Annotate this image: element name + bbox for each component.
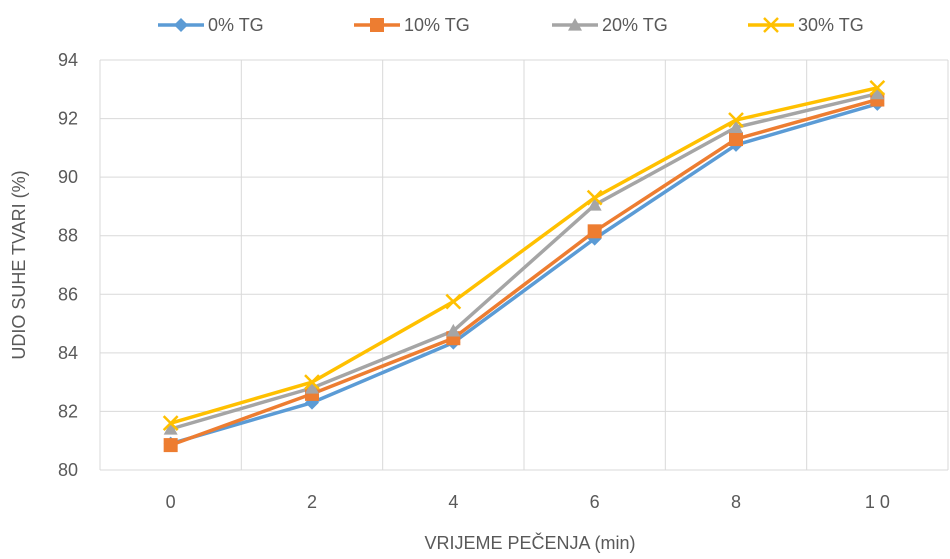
y-tick-label: 92: [58, 109, 78, 129]
data-point: [728, 112, 744, 128]
series-line-2: [170, 91, 878, 431]
x-tick-label: 4: [448, 492, 458, 512]
legend: 0% TG 10% TG 20% TG 30% TG: [158, 15, 864, 35]
x-axis-ticks: 0 2 4 6 8 1 0: [166, 492, 890, 512]
data-point: [446, 323, 461, 337]
legend-label: 20% TG: [602, 15, 668, 35]
data-point: [163, 438, 178, 453]
y-tick-label: 86: [58, 284, 78, 304]
x-tick-label: 0: [166, 492, 176, 512]
data-point: [304, 374, 320, 391]
series-lines: [170, 86, 878, 447]
series-markers: [162, 79, 886, 453]
legend-label: 10% TG: [404, 15, 470, 35]
data-point: [305, 381, 319, 394]
y-tick-label: 88: [58, 226, 78, 246]
legend-item: 20% TG: [552, 15, 668, 35]
data-point: [870, 86, 885, 100]
y-tick-label: 84: [58, 343, 78, 363]
legend-label: 30% TG: [798, 15, 864, 35]
series-line-3: [170, 86, 878, 425]
legend-item: 0% TG: [158, 15, 264, 35]
legend-marker: [568, 18, 582, 31]
legend-marker: [763, 17, 779, 33]
x-tick-label: 8: [731, 492, 741, 512]
data-point: [869, 79, 886, 96]
y-tick-label: 90: [58, 167, 78, 187]
data-point: [162, 415, 179, 432]
data-point: [729, 120, 743, 133]
series-line-0: [170, 102, 878, 446]
y-axis-title: UDIO SUHE TVARI (%): [9, 170, 29, 359]
legend-marker: [370, 18, 384, 32]
legend-label: 0% TG: [208, 15, 264, 35]
x-tick-label: 6: [590, 492, 600, 512]
data-point: [729, 132, 743, 147]
data-point: [586, 189, 603, 206]
gridlines: [99, 59, 949, 471]
data-point: [163, 422, 178, 435]
y-tick-label: 94: [58, 50, 78, 70]
x-tick-label: 2: [307, 492, 317, 512]
y-tick-label: 82: [58, 401, 78, 421]
y-tick-label: 80: [58, 460, 78, 480]
legend-marker: [174, 18, 188, 32]
data-point: [445, 293, 462, 310]
x-tick-label: 1 0: [865, 492, 890, 512]
data-point: [587, 224, 602, 239]
data-point: [587, 197, 602, 211]
series-line-1: [170, 97, 878, 447]
x-axis-title: VRIJEME PEČENJA (min): [424, 532, 635, 553]
y-axis-ticks: 80 82 84 86 88 90 92 94: [58, 50, 78, 480]
legend-item: 10% TG: [354, 15, 470, 35]
legend-item: 30% TG: [748, 15, 864, 35]
